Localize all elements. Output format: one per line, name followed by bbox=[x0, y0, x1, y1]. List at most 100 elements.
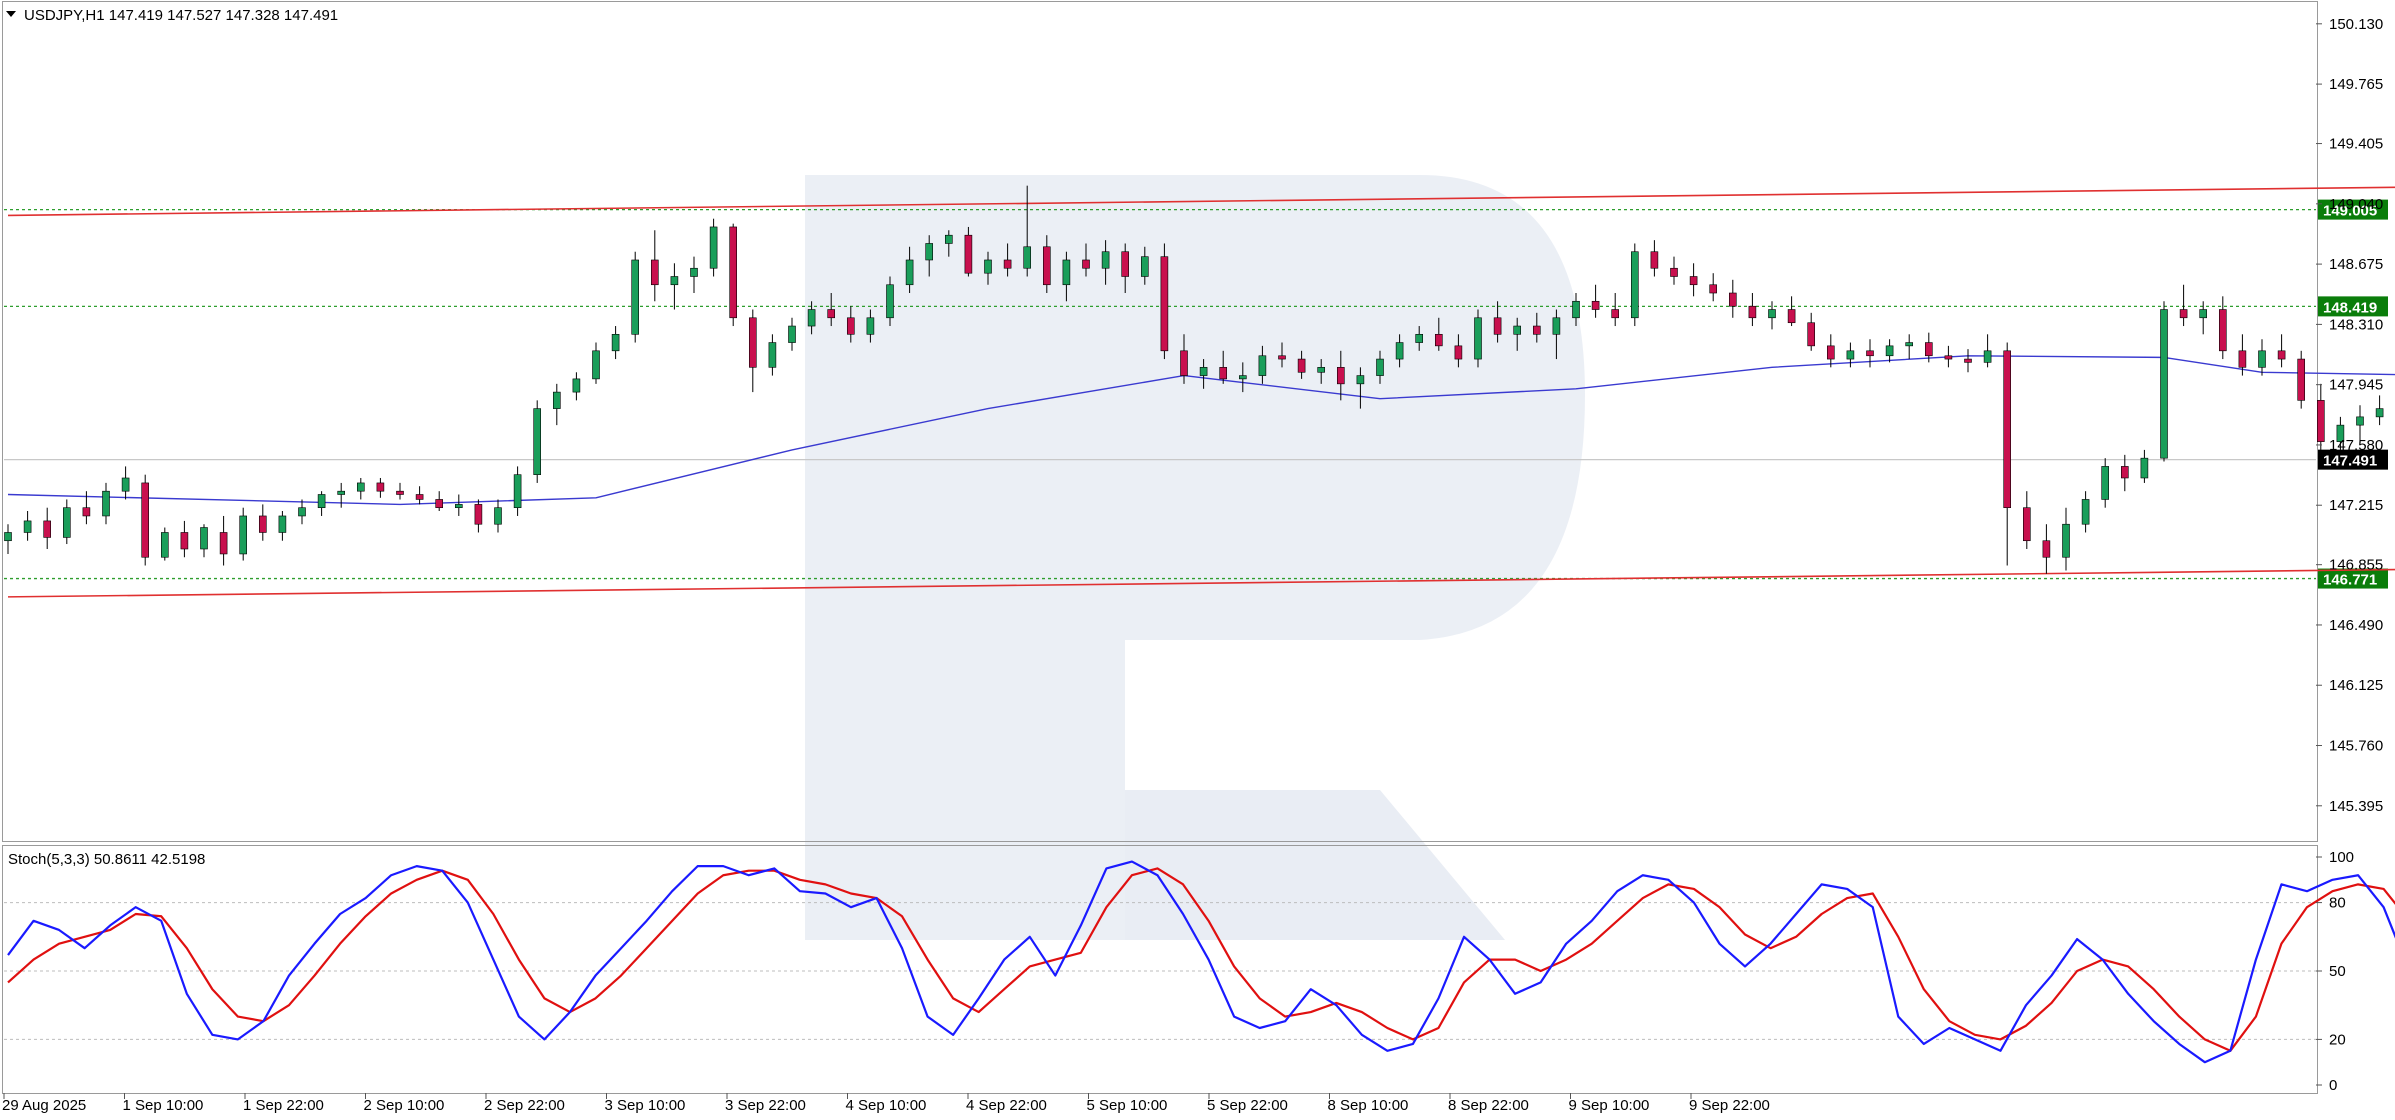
candle-body bbox=[2317, 400, 2325, 442]
candle-body bbox=[1885, 345, 1894, 357]
candle-body bbox=[1023, 246, 1032, 269]
candle-body bbox=[1787, 309, 1796, 324]
candle-body bbox=[337, 490, 346, 495]
candle bbox=[984, 251, 992, 285]
candle-body bbox=[2179, 309, 2188, 319]
candle bbox=[2121, 454, 2129, 492]
candle-body bbox=[807, 309, 816, 327]
candle-body bbox=[1199, 367, 1208, 376]
candle-body bbox=[788, 325, 796, 343]
time-axis[interactable]: 29 Aug 2025 1 Sep 10:00 1 Sep 22:00 2 Sep 1… bbox=[2, 1093, 1770, 1114]
candle-body bbox=[866, 317, 875, 335]
candle bbox=[1454, 334, 1463, 368]
price-level-badge bbox=[2318, 296, 2388, 317]
candle bbox=[1062, 251, 1071, 302]
price-level-badge bbox=[2318, 568, 2388, 589]
channel-lower-line[interactable] bbox=[7, 544, 2395, 598]
candle-body bbox=[2356, 416, 2364, 426]
candle-body bbox=[317, 494, 326, 509]
candle bbox=[1709, 273, 1717, 302]
candle bbox=[1376, 350, 1384, 384]
candle bbox=[1435, 317, 1443, 351]
candle bbox=[1650, 240, 1659, 277]
price-axis[interactable]: 150.130 149.765 149.405 149.040 148.675 148.3… bbox=[2316, 16, 2383, 815]
candle bbox=[2199, 301, 2207, 335]
price-level-badge bbox=[2318, 449, 2388, 470]
y-tick-label: 150.130 bbox=[2329, 16, 2383, 33]
candle-body bbox=[1572, 300, 1580, 319]
candle-body bbox=[905, 259, 914, 286]
candle bbox=[1787, 296, 1796, 327]
candle bbox=[1493, 301, 1502, 343]
candle-body bbox=[2081, 499, 2090, 525]
candle bbox=[748, 309, 757, 393]
candle-body bbox=[1356, 375, 1365, 385]
candle-body bbox=[944, 234, 953, 244]
candle bbox=[1964, 349, 1972, 373]
candle bbox=[611, 326, 620, 360]
candle-body bbox=[1239, 375, 1247, 380]
candle-body bbox=[748, 317, 757, 368]
x-tick-label: 8 Sep 10:00 bbox=[1328, 1097, 1409, 1114]
candle bbox=[690, 256, 698, 294]
candle bbox=[2238, 334, 2247, 376]
candle-body bbox=[1846, 350, 1855, 360]
candle bbox=[1101, 240, 1110, 285]
candle-body bbox=[984, 259, 992, 274]
candle-body bbox=[2101, 466, 2109, 500]
candle-body bbox=[82, 507, 91, 517]
candle-body bbox=[376, 482, 385, 492]
candle bbox=[650, 230, 659, 302]
candle-body bbox=[2062, 523, 2070, 558]
candle-body bbox=[1983, 350, 1992, 363]
stoch-tick-label: 80 bbox=[2329, 895, 2346, 912]
candle bbox=[2258, 339, 2266, 376]
candle-body bbox=[2219, 309, 2227, 352]
candle-body bbox=[1827, 345, 1835, 360]
channel-upper-line[interactable] bbox=[7, 161, 2395, 217]
candle-body bbox=[2238, 350, 2247, 368]
price-level-label: 146.771 bbox=[2323, 572, 2377, 589]
candle-body bbox=[611, 333, 620, 352]
candle bbox=[572, 372, 581, 401]
candle bbox=[258, 504, 267, 541]
candle-body bbox=[1141, 256, 1149, 277]
candle bbox=[1415, 326, 1423, 351]
candle-body bbox=[102, 490, 110, 517]
candle-body bbox=[1689, 276, 1698, 286]
candle-body bbox=[1533, 325, 1541, 335]
trend-channel[interactable] bbox=[7, 161, 2395, 598]
candle-body bbox=[670, 276, 679, 286]
candle-body bbox=[1160, 256, 1169, 352]
x-tick-label: 3 Sep 10:00 bbox=[605, 1097, 686, 1114]
candle bbox=[317, 491, 326, 516]
dropdown-triangle-icon[interactable] bbox=[6, 11, 16, 17]
candle bbox=[1297, 350, 1306, 379]
candle-body bbox=[1395, 342, 1404, 360]
candle-body bbox=[121, 477, 130, 492]
candle-body bbox=[886, 284, 894, 319]
candle bbox=[827, 293, 836, 327]
x-tick-label: 2 Sep 10:00 bbox=[364, 1097, 445, 1114]
x-tick-label: 5 Sep 10:00 bbox=[1087, 1097, 1168, 1114]
stoch-tick-label: 0 bbox=[2329, 1077, 2337, 1094]
candle bbox=[1689, 263, 1698, 297]
candle-body bbox=[239, 515, 247, 555]
candle bbox=[121, 466, 130, 500]
y-tick-label: 147.215 bbox=[2329, 497, 2383, 514]
candle-body bbox=[1591, 300, 1600, 310]
stoch-title: Stoch(5,3,3) 50.8611 42.5198 bbox=[8, 851, 205, 868]
candle-body bbox=[258, 515, 267, 533]
candle bbox=[905, 246, 914, 294]
price-panel-header: USDJPY,H1 147.419 147.527 147.328 147.49… bbox=[6, 7, 338, 24]
broker-logo-watermark bbox=[805, 175, 1585, 940]
price-level-label: 148.419 bbox=[2323, 299, 2377, 316]
candle-body bbox=[454, 504, 463, 509]
candle bbox=[631, 251, 640, 343]
candle bbox=[1827, 334, 1835, 368]
candle-body bbox=[1003, 259, 1012, 269]
candle bbox=[1317, 359, 1325, 384]
candle bbox=[2356, 405, 2364, 442]
candle-body bbox=[2121, 466, 2129, 479]
